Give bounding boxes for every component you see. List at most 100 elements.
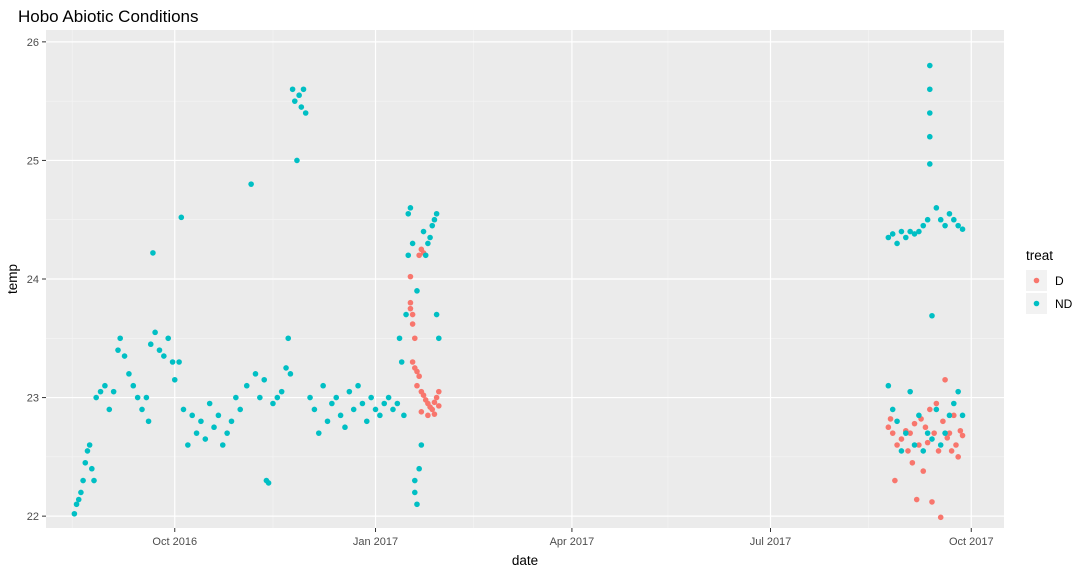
data-point [211,424,217,431]
data-point [911,420,918,427]
data-point [324,418,331,425]
y-tick-label: 26 [27,37,39,49]
chart-title: Hobo Abiotic Conditions [18,7,199,26]
data-point [946,430,953,436]
data-point [333,394,340,401]
data-point [920,222,927,229]
data-point [243,382,250,389]
data-point [436,403,442,409]
data-point [425,412,431,419]
y-tick-label: 22 [27,511,39,523]
data-point [955,388,961,395]
data-point [73,501,80,508]
data-point [436,335,442,342]
data-point [959,412,966,419]
data-point [189,412,196,419]
data-point [916,412,922,419]
data-point [89,465,95,472]
data-point [80,477,86,484]
data-point [951,412,957,419]
data-point [117,335,123,342]
data-point [894,418,900,425]
data-point [924,439,931,446]
data-point [300,86,307,93]
data-point [940,418,946,425]
data-point [902,430,909,436]
data-point [924,216,931,223]
data-point [329,400,335,407]
data-point [145,418,152,425]
data-point [285,335,292,342]
data-point [416,465,422,472]
data-point [359,400,366,407]
data-point [920,448,927,454]
data-point [929,436,935,442]
data-point [398,359,405,365]
data-point [916,228,922,235]
y-tick-label: 23 [27,393,39,405]
data-point [202,436,209,442]
data-point [407,305,414,312]
data-point [405,252,412,259]
x-tick-label: Oct 2016 [152,536,197,548]
data-point [115,347,121,353]
data-point [427,234,433,241]
x-tick-label: Jan 2017 [353,536,398,548]
data-point [134,394,141,401]
data-point [933,406,940,413]
data-point [296,92,302,99]
y-axis: 22 23 24 25 26 [27,37,46,523]
data-point [436,388,442,395]
data-point [291,98,298,104]
data-point [355,382,361,389]
data-point [372,406,379,413]
data-point [193,430,200,436]
data-point [911,442,918,448]
data-point [429,222,436,229]
data-point [302,110,309,116]
data-point [102,382,108,389]
data-point [409,240,416,247]
data-point [150,250,156,256]
data-point [431,411,438,417]
data-point [927,62,933,69]
data-point [198,418,204,425]
data-point [248,181,254,187]
data-point [948,448,955,454]
legend: treat D ND [1026,248,1073,314]
data-point [270,400,276,407]
x-tick-label: Oct 2017 [949,536,994,548]
data-point [957,427,964,434]
data-point [892,477,898,484]
data-point [946,412,953,419]
data-point [889,231,896,237]
data-point [898,228,905,235]
data-point [933,205,940,211]
y-axis-title: temp [5,264,20,294]
x-axis: Oct 2016 Jan 2017 Apr 2017 Jul 2017 Oct 2017 [152,528,994,548]
data-point [307,394,313,401]
data-point [959,432,966,439]
data-point [219,442,226,448]
data-point [130,382,137,389]
data-point [433,394,440,401]
data-point [425,240,431,247]
data-points [71,62,966,521]
data-point [955,222,961,229]
data-point [86,442,93,448]
data-point [143,394,150,401]
data-point [953,442,959,448]
data-point [929,499,935,505]
data-point [894,442,900,448]
data-point [106,406,113,413]
data-point [937,216,944,223]
data-point [951,216,957,223]
legend-label-nd: ND [1055,297,1073,311]
series-nd [71,62,966,517]
data-point [909,459,916,466]
data-point [152,329,158,336]
data-point [185,442,191,448]
data-point [265,480,272,486]
data-point [894,240,900,247]
